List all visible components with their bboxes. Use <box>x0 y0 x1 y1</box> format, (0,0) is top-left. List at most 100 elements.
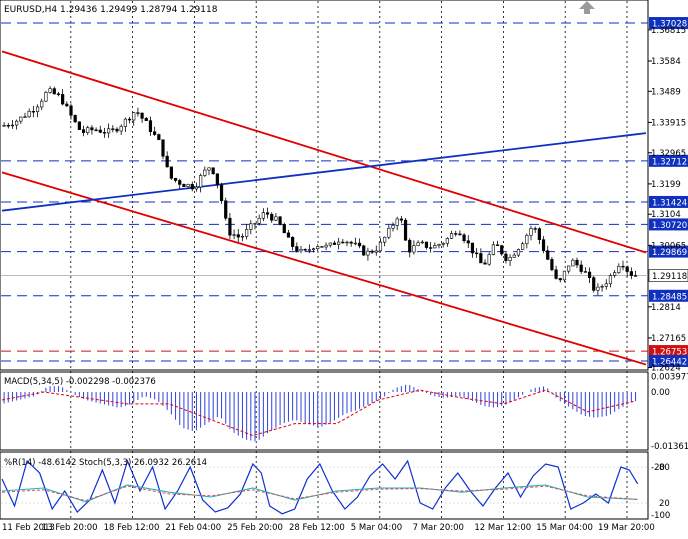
candle-body <box>516 249 521 256</box>
candle-body <box>178 180 182 185</box>
level-badge-label: 1.26753 <box>652 348 687 358</box>
candle-body <box>512 254 516 258</box>
candle-body <box>458 233 462 236</box>
candle-body <box>395 218 399 226</box>
candle-body <box>391 225 395 229</box>
candle-body <box>399 218 403 221</box>
price-axis: 1.37028 1.32712 1.31424 1.30720 1.29869 1.284… <box>648 17 688 373</box>
candle-body <box>299 249 303 252</box>
level-badge-label: 1.31424 <box>652 198 687 208</box>
current-price-badge <box>648 269 688 282</box>
candle-body <box>165 155 169 168</box>
level-badge <box>649 218 688 231</box>
candle-body <box>416 242 420 246</box>
candle-body <box>500 245 504 255</box>
candle-body <box>550 259 554 271</box>
candle-body <box>592 277 596 291</box>
time-tick-label: 25 Feb 20:00 <box>227 523 283 533</box>
candle-body <box>412 245 416 253</box>
candle-body <box>102 132 107 134</box>
candle-body <box>370 250 374 253</box>
time-tick-label: 13 Feb 20:00 <box>42 523 98 533</box>
candle-body <box>27 111 31 118</box>
level-badge-label: 1.30720 <box>652 221 687 231</box>
price-tick-label: 1.3584 <box>651 57 681 67</box>
candle-body <box>94 129 98 131</box>
candle-body <box>81 129 86 133</box>
price-tick-label: 1.3104 <box>651 210 681 220</box>
candle-body <box>228 217 232 236</box>
candles <box>2 86 638 296</box>
level-badge <box>649 195 688 208</box>
candle-body <box>111 128 115 130</box>
time-tick-label: 15 Mar 04:00 <box>536 523 593 533</box>
time-tick-label: 19 Mar 20:00 <box>598 523 655 533</box>
candle-body <box>454 233 458 235</box>
price-tick-label: 1.32965 <box>651 149 686 159</box>
candle-body <box>613 272 617 276</box>
macd-signal-line <box>1 389 634 437</box>
candle-body <box>571 259 575 267</box>
candle-body <box>77 121 81 130</box>
candle-body <box>245 229 249 237</box>
level-badge-label: 1.26442 <box>652 357 687 367</box>
candle-body <box>119 126 123 132</box>
candle-body <box>148 120 153 133</box>
time-tick-label: 11 Feb 2013 <box>2 523 55 533</box>
candle-body <box>98 129 102 133</box>
candle-body <box>487 254 491 265</box>
candle-body <box>10 124 15 127</box>
candle-body <box>270 213 274 221</box>
candle-body <box>44 92 48 102</box>
candle-body <box>123 118 127 127</box>
candle-body <box>328 242 332 246</box>
price-tick-label: 1.2814 <box>651 303 681 313</box>
candle-body <box>633 275 638 277</box>
candle-body <box>144 118 148 121</box>
candle-body <box>261 212 265 219</box>
candle-body <box>600 286 604 288</box>
candle-body <box>35 106 40 113</box>
candle-body <box>232 234 236 236</box>
candle-body <box>157 134 161 141</box>
oscillator-tick-label: 80 <box>659 463 670 473</box>
candle-body <box>332 242 337 245</box>
level-badge <box>649 289 688 302</box>
candle-body <box>15 120 19 126</box>
candle-body <box>495 244 500 246</box>
candle-body <box>562 270 567 281</box>
candle-body <box>533 228 537 230</box>
candle-body <box>579 264 583 272</box>
candle-body <box>203 169 207 176</box>
price-tick-label: 1.2624 <box>651 363 681 373</box>
up-arrow-icon[interactable] <box>579 1 595 14</box>
candle-body <box>604 283 608 287</box>
candle-body <box>19 116 23 122</box>
candle-body <box>546 250 550 260</box>
candle-body <box>429 247 433 249</box>
candle-body <box>48 88 52 93</box>
candle-body <box>173 177 178 181</box>
level-badge-label: 1.29869 <box>652 248 687 258</box>
candle-body <box>537 228 541 240</box>
macd-panel: 0.003977 0.00 -0.013619 <box>1 372 688 452</box>
candle-body <box>182 184 186 187</box>
candle-body <box>86 127 90 133</box>
oscillator-tick-label: 20 <box>659 499 670 509</box>
oscillator-title: %R(14) -48.6142 Stoch(5,3,3) 26.0932 26.… <box>4 458 207 468</box>
time-tick-label: 21 Feb 04:00 <box>165 523 221 533</box>
candle-body <box>303 249 307 251</box>
level-badge <box>649 345 688 358</box>
candle-body <box>90 127 94 131</box>
candle-body <box>211 167 215 175</box>
candle-body <box>194 186 199 190</box>
candle-body <box>127 118 132 121</box>
candle-body <box>575 259 579 266</box>
candle-body <box>265 212 270 215</box>
candle-body <box>186 183 190 187</box>
candle-body <box>161 139 165 157</box>
candle-body <box>341 241 345 244</box>
candle-body <box>61 94 65 105</box>
candle-body <box>132 112 136 121</box>
candle-body <box>190 183 194 190</box>
